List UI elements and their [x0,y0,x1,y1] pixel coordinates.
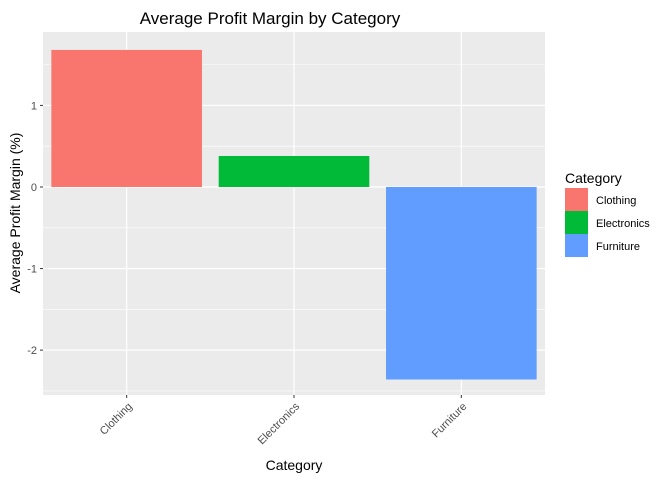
legend: Category Clothing Electronics Furniture [565,170,650,257]
legend-label: Furniture [596,241,640,253]
y-tick-label: -1 [27,264,37,276]
legend-label: Clothing [596,195,636,207]
y-axis-title: Average Profit Margin (%) [7,133,23,294]
x-tick-label: Electronics [256,400,303,447]
x-tick-label: Furniture [430,401,470,441]
legend-title: Category [565,170,622,186]
legend-key-furniture [565,234,588,257]
y-tick-label: 0 [31,182,37,194]
x-axis-title: Category [266,457,323,473]
y-tick-label: -2 [27,345,37,357]
legend-label: Electronics [596,218,650,230]
bar-electronics [218,155,370,187]
x-axis-ticks: Clothing Electronics Furniture [98,395,470,447]
legend-key-clothing [565,188,588,211]
y-axis-ticks: -2 -1 0 1 [27,100,43,357]
y-tick-label: 1 [31,100,37,112]
bar-clothing [51,49,202,187]
legend-key-electronics [565,211,588,234]
x-tick-label: Clothing [98,401,135,438]
bar-furniture [386,186,537,380]
chart-title: Average Profit Margin by Category [140,9,401,28]
bars [51,49,537,380]
